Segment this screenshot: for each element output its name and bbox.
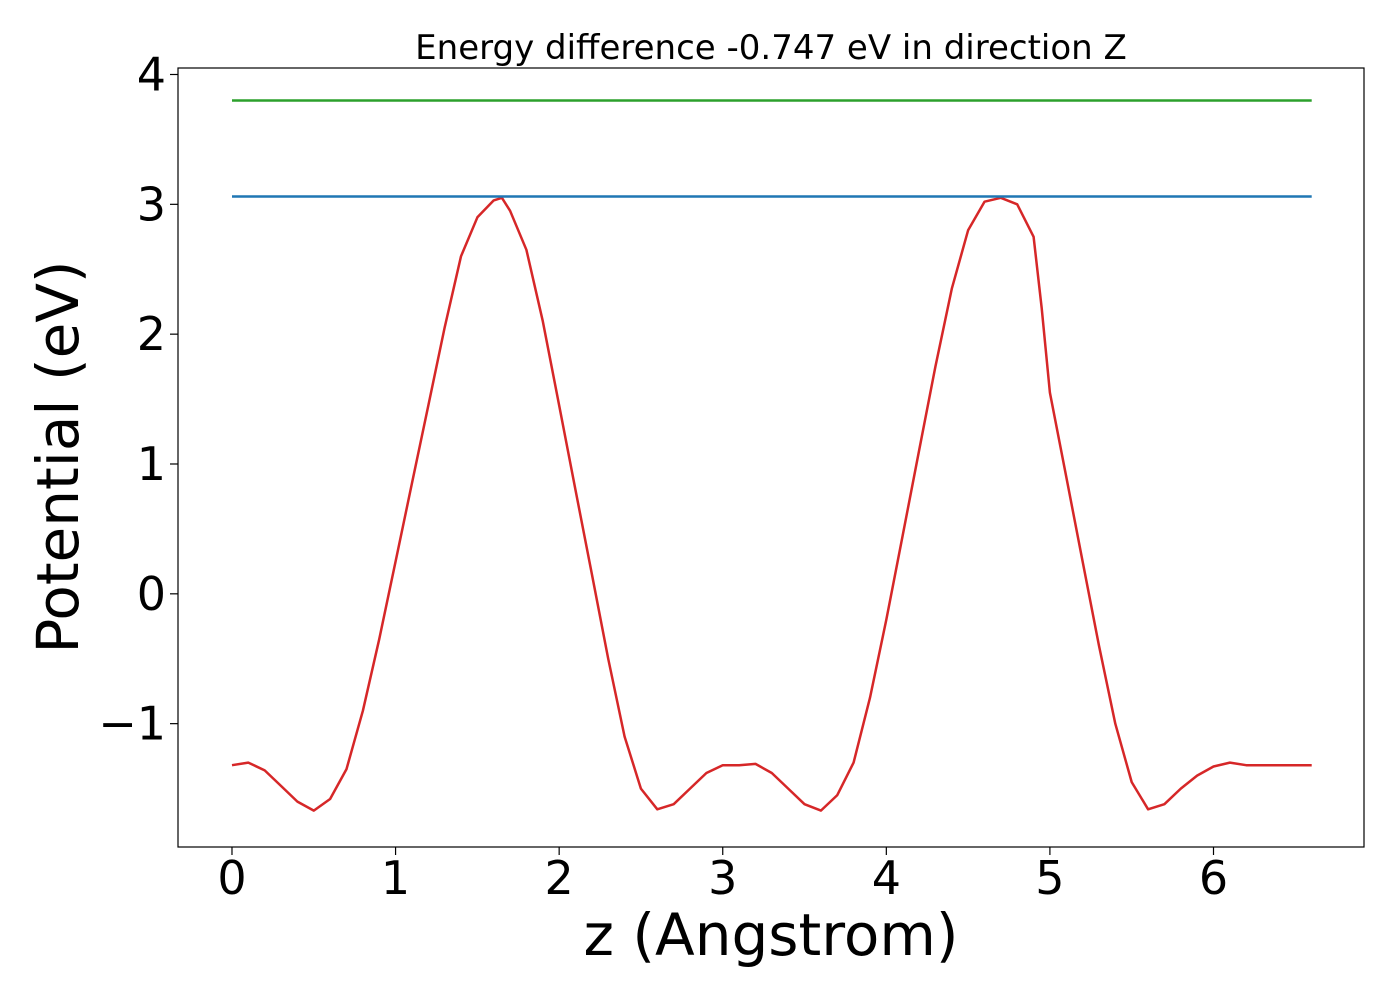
y-tick-label: 4 [137, 47, 166, 101]
x-tick-label: 5 [1035, 851, 1064, 905]
y-tick-label: 1 [137, 437, 166, 491]
y-tick-label: 3 [137, 177, 166, 231]
y-tick-label: −1 [98, 697, 166, 751]
x-tick-label: 4 [872, 851, 901, 905]
y-tick-label: 0 [137, 567, 166, 621]
x-axis-title: z (Angstrom) [584, 901, 959, 969]
y-axis: −1 0 1 2 3 4 [98, 47, 178, 751]
x-tick-label: 0 [217, 851, 246, 905]
chart-title: Energy difference -0.747 eV in direction… [415, 28, 1127, 68]
x-axis: 0 1 2 3 4 5 6 [217, 847, 1228, 905]
plot-area [231, 99, 1312, 812]
y-tick-label: 2 [137, 307, 166, 361]
plot-frame [177, 67, 1365, 848]
x-tick-label: 2 [545, 851, 574, 905]
x-tick-label: 3 [708, 851, 737, 905]
x-tick-label: 6 [1199, 851, 1228, 905]
y-axis-title: Potential (eV) [24, 260, 92, 653]
x-tick-label: 1 [381, 851, 410, 905]
series-line-0 [231, 196, 1312, 812]
